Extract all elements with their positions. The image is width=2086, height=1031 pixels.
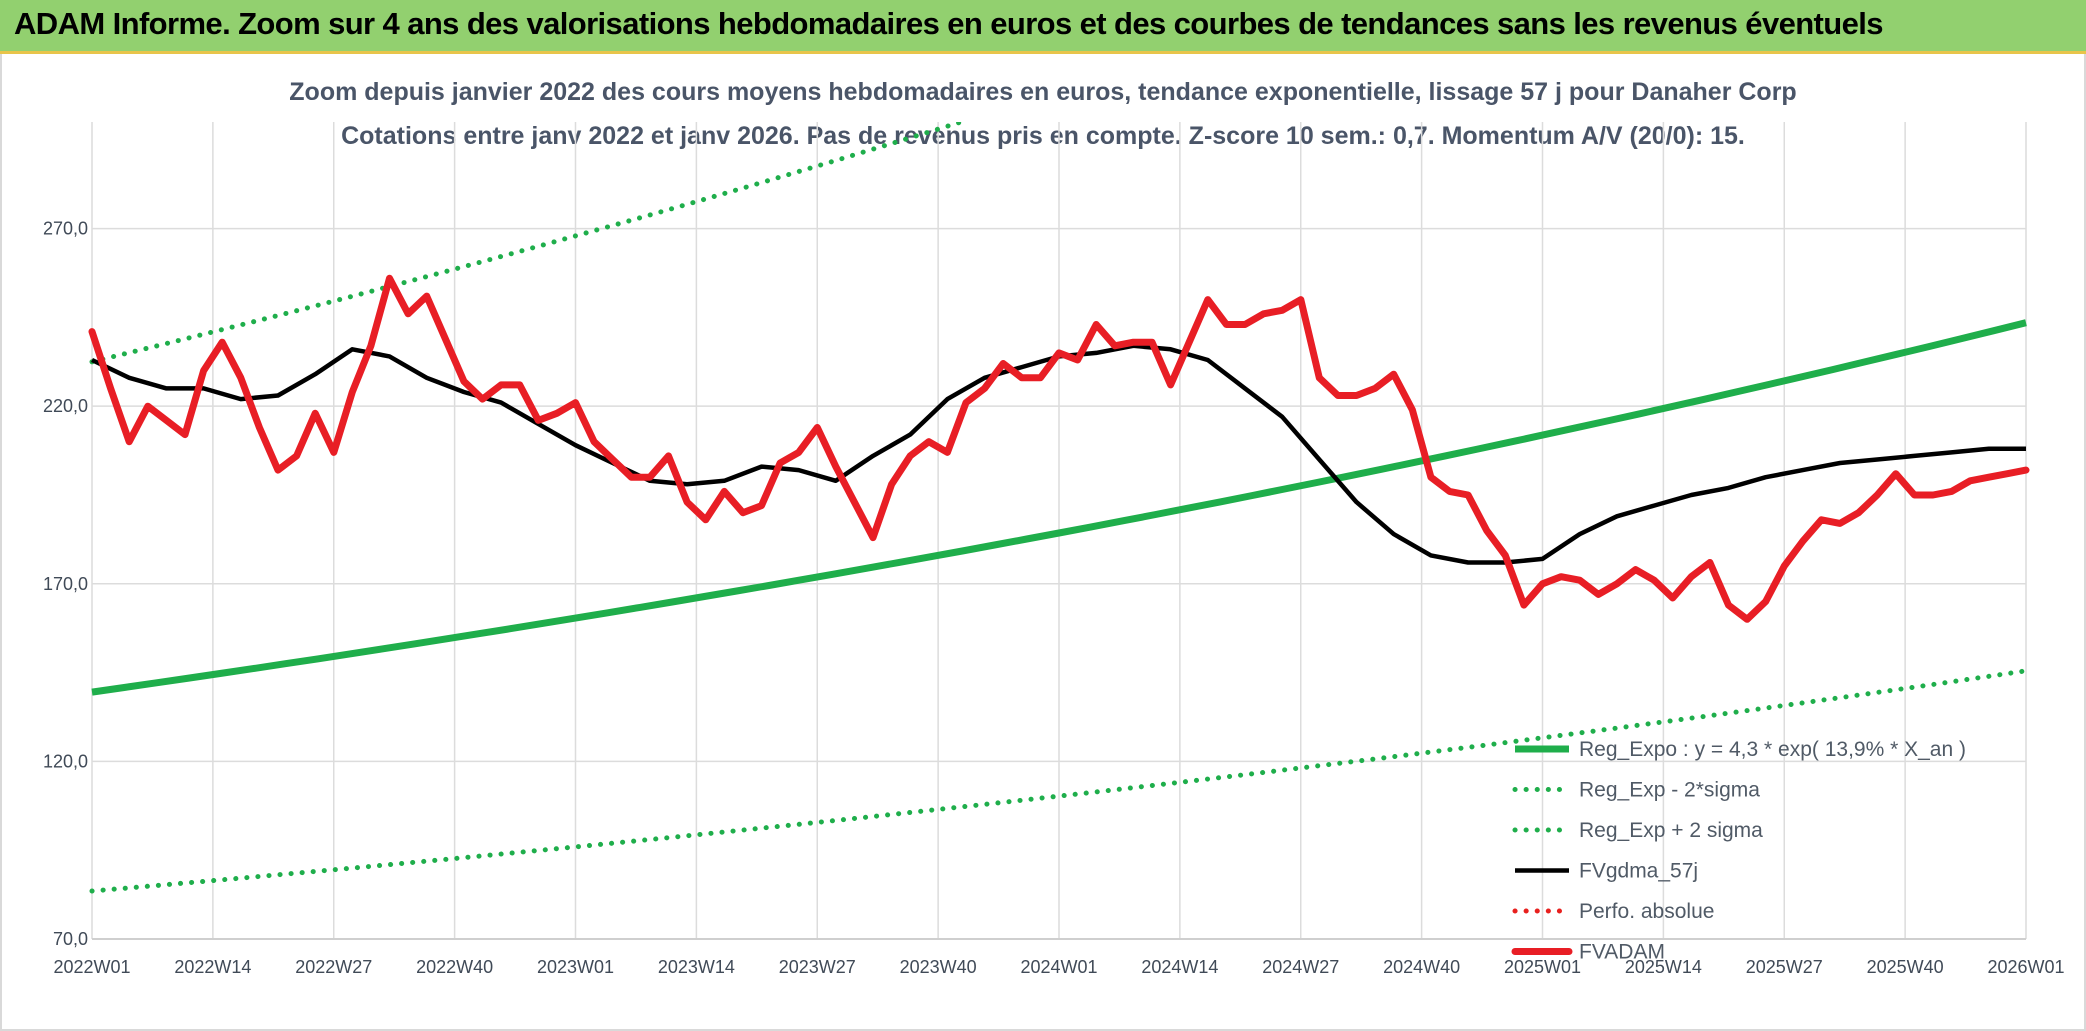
y-tick-label: 120,0: [43, 751, 88, 771]
x-tick-label: 2023W27: [779, 957, 856, 977]
legend: Reg_Expo : y = 4,3 * exp( 13,9% * X_an )…: [1511, 738, 1966, 964]
x-tick-label: 2023W01: [537, 957, 614, 977]
x-tick-label: 2022W27: [295, 957, 372, 977]
x-tick-label: 2025W01: [1504, 957, 1581, 977]
legend-label: Reg_Expo : y = 4,3 * exp( 13,9% * X_an ): [1579, 738, 1966, 761]
plot-series: [88, 122, 2030, 894]
legend-label: Perfo. absolue: [1579, 900, 1714, 923]
y-tick-label: 270,0: [43, 219, 88, 239]
x-tick-label: 2026W01: [1987, 957, 2064, 977]
y-tick-label: 170,0: [43, 574, 88, 594]
x-tick-label: 2024W40: [1383, 957, 1460, 977]
report-title: ADAM Informe. Zoom sur 4 ans des valoris…: [14, 6, 1884, 41]
x-tick-label: 2024W27: [1262, 957, 1339, 977]
legend-label: Reg_Exp - 2*sigma: [1579, 779, 1760, 802]
series-reg-exp-2-sigma: [89, 122, 970, 365]
legend-label: FVgdma_57j: [1579, 860, 1698, 883]
chart-subtitle: Cotations entre janv 2022 et janv 2026. …: [341, 122, 1745, 150]
x-tick-label: 2025W40: [1867, 957, 1944, 977]
series-fvadam: [88, 274, 2030, 623]
x-tick-label: 2025W27: [1746, 957, 1823, 977]
chart-frame: Zoom depuis janvier 2022 des cours moyen…: [0, 54, 2086, 1031]
legend-label: FVADAM: [1579, 941, 1665, 964]
report-banner: ADAM Informe. Zoom sur 4 ans des valoris…: [0, 0, 2086, 54]
series-reg-exp-2-sigma: [89, 668, 2029, 894]
chart-title: Zoom depuis janvier 2022 des cours moyen…: [289, 78, 1796, 106]
x-tick-label: 2025W14: [1625, 957, 1702, 977]
x-tick-label: 2024W01: [1020, 957, 1097, 977]
chart: Zoom depuis janvier 2022 des cours moyen…: [43, 78, 2065, 977]
x-tick-label: 2022W14: [174, 957, 251, 977]
x-tick-label: 2022W40: [416, 957, 493, 977]
y-tick-label: 220,0: [43, 396, 88, 416]
x-tick-label: 2023W40: [900, 957, 977, 977]
series-reg-expo-y-4-3-exp-13-9-x-an: [91, 319, 2027, 696]
y-tick-label: 70,0: [53, 929, 88, 949]
x-tick-label: 2023W14: [658, 957, 735, 977]
legend-label: Reg_Exp + 2 sigma: [1579, 819, 1763, 842]
y-axis: 270,0 220,0 170,0 120,0 70,0: [43, 219, 88, 949]
x-tick-label: 2024W14: [1141, 957, 1218, 977]
x-tick-label: 2022W01: [53, 957, 130, 977]
x-axis: 2022W01 2022W14 2022W27 2022W40 2023W01 2023W…: [53, 938, 2065, 977]
